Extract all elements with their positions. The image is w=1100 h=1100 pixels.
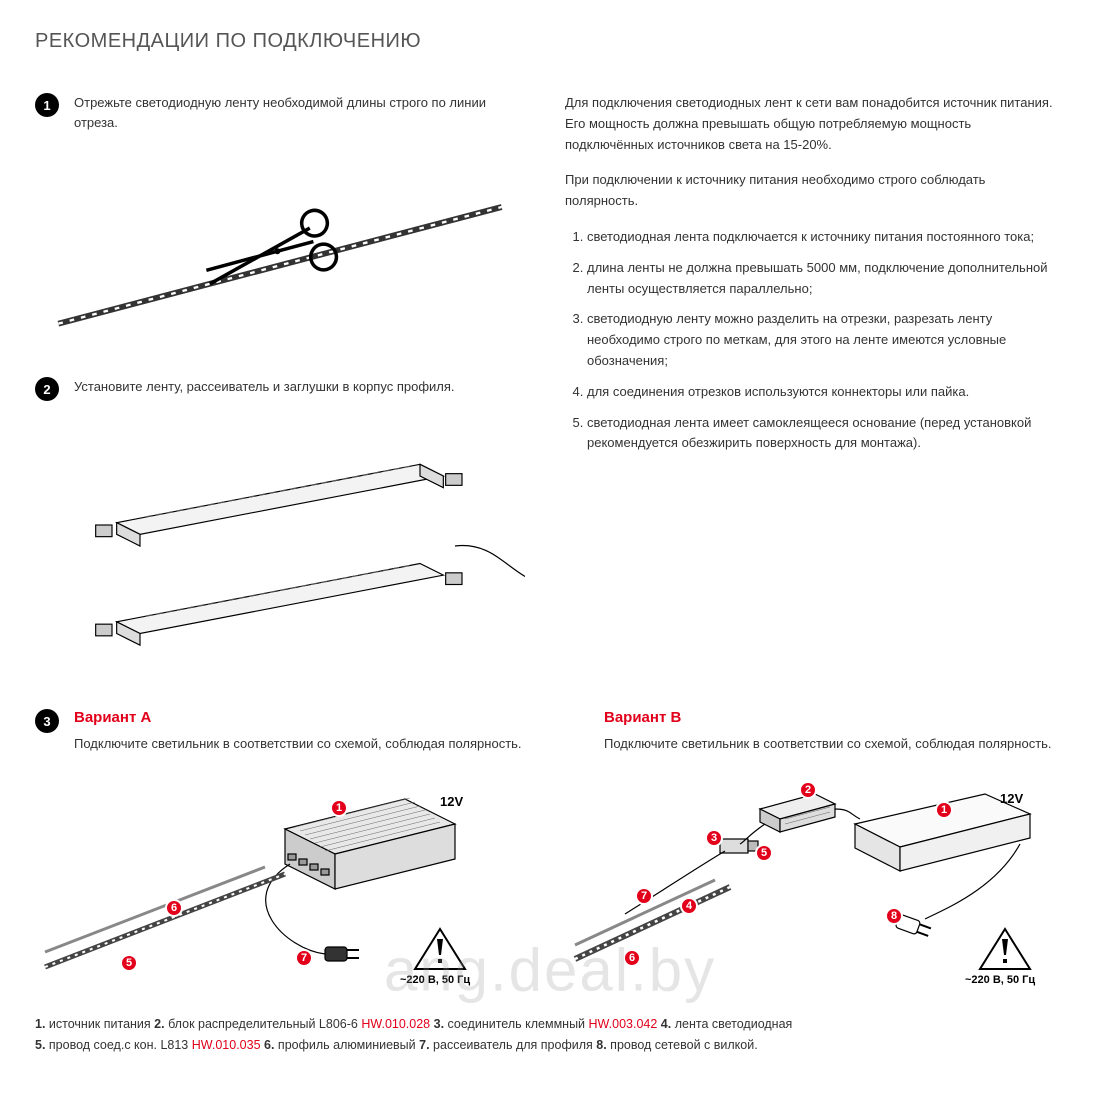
rules-list: светодиодная лента подключается к источн… [565,227,1055,454]
variant-b-text: Подключите светильник в соответствии со … [604,734,1055,754]
variant-b-hz: ~220 В, 50 Гц [965,974,1035,986]
callout-dot: 2 [799,781,817,799]
callout-dot: 5 [755,844,773,862]
step-2-badge: 2 [35,377,59,401]
page-title: РЕКОМЕНДАЦИИ ПО ПОДКЛЮЧЕНИЮ [35,30,1065,53]
variant-a-text: Подключите светильник в соответствии со … [74,734,525,754]
variant-b-diagram: 12V ~220 В, 50 Гц 1 2 3 4 5 6 7 8 [565,769,1055,999]
intro-paragraph-2: При подключении к источнику питания необ… [565,170,1055,212]
rule-item: светодиодная лента имеет самоклеящееся о… [587,413,1055,455]
callout-dot: 5 [120,954,138,972]
variant-a-hz: ~220 В, 50 Гц [400,974,470,986]
rule-item: светодиодную ленту можно разделить на от… [587,309,1055,371]
top-columns: 1 Отрежьте светодиодную ленту необходимо… [35,93,1065,704]
callout-dot: 1 [330,799,348,817]
variant-a-volt: 12V [440,794,463,809]
callout-dot: 8 [885,907,903,925]
scissors-illustration [35,172,525,347]
variant-a: 3 Вариант А Подключите светильник в соот… [35,709,525,999]
step-2-text: Установите ленту, рассеиватель и заглушк… [74,377,525,397]
step-1: 1 Отрежьте светодиодную ленту необходимо… [35,93,525,132]
callout-dot: 4 [680,897,698,915]
callout-dot: 7 [295,949,313,967]
variant-a-title: Вариант А [74,709,525,726]
step-3-badge: 3 [35,709,59,733]
legend: 1. источник питания 2. блок распределите… [35,1014,1065,1057]
variant-b-title: Вариант В [604,709,1055,726]
rule-item: длина ленты не должна превышать 5000 мм,… [587,258,1055,300]
rule-item: светодиодная лента подключается к источн… [587,227,1055,248]
profile-illustration [35,441,525,674]
callout-dot: 6 [623,949,641,967]
variant-b: Вариант В Подключите светильник в соотве… [565,709,1055,999]
rule-item: для соединения отрезков используются кон… [587,382,1055,403]
step-1-text: Отрежьте светодиодную ленту необходимой … [74,93,525,132]
step-2: 2 Установите ленту, рассеиватель и заглу… [35,377,525,401]
callout-dot: 3 [705,829,723,847]
callout-dot: 1 [935,801,953,819]
step-1-badge: 1 [35,93,59,117]
right-column: Для подключения светодиодных лент к сети… [565,93,1055,704]
intro-paragraph-1: Для подключения светодиодных лент к сети… [565,93,1055,155]
left-column: 1 Отрежьте светодиодную ленту необходимо… [35,93,525,704]
variant-b-volt: 12V [1000,791,1023,806]
variants-row: 3 Вариант А Подключите светильник в соот… [35,709,1065,999]
callout-dot: 6 [165,899,183,917]
variant-a-diagram: 12V ~220 В, 50 Гц 1 5 6 7 [35,769,525,999]
callout-dot: 7 [635,887,653,905]
